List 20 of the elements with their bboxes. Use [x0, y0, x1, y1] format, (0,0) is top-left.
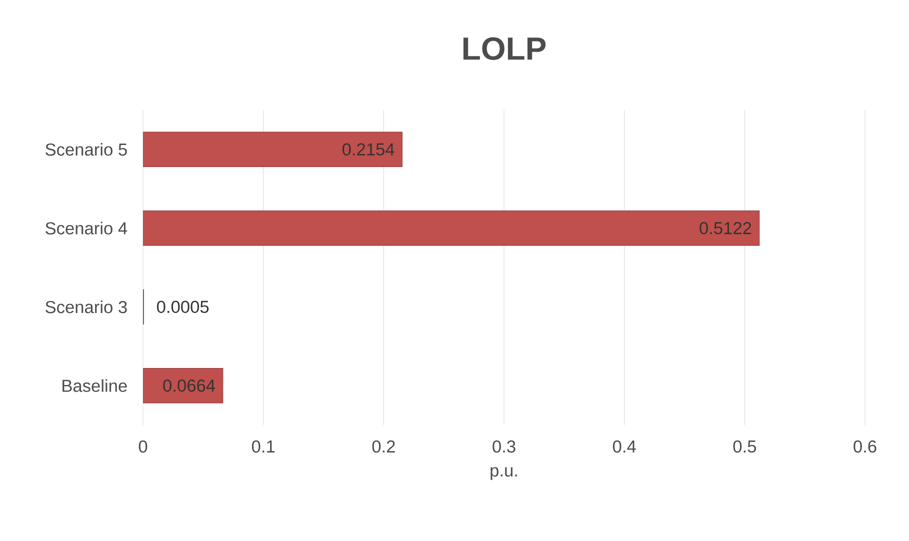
chart-title: LOLP — [463, 37, 546, 60]
x-tick-label: 0.2 — [372, 440, 395, 453]
bar — [143, 210, 760, 246]
x-tick-label: 0.1 — [252, 440, 275, 453]
y-tick-label: Scenario 3 — [46, 300, 127, 314]
x-tick-label: 0.3 — [492, 440, 516, 453]
y-tick-label: Scenario 4 — [46, 222, 128, 234]
x-tick-label: 0.5 — [733, 440, 756, 453]
y-tick-label: Baseline — [62, 379, 127, 392]
x-tick-label: 0 — [138, 440, 148, 453]
y-tick-label: Scenario 5 — [46, 142, 127, 156]
data-label: 0.0005 — [156, 300, 209, 313]
x-tick-label: 0.6 — [854, 440, 876, 453]
bar — [143, 132, 402, 167]
x-axis-title: p.u. — [490, 467, 517, 480]
data-label: 0.5122 — [700, 222, 752, 234]
data-label: 0.0664 — [163, 379, 216, 392]
x-tick-label: 0.4 — [612, 440, 636, 453]
data-label: 0.2154 — [342, 143, 394, 156]
bar — [143, 368, 224, 404]
